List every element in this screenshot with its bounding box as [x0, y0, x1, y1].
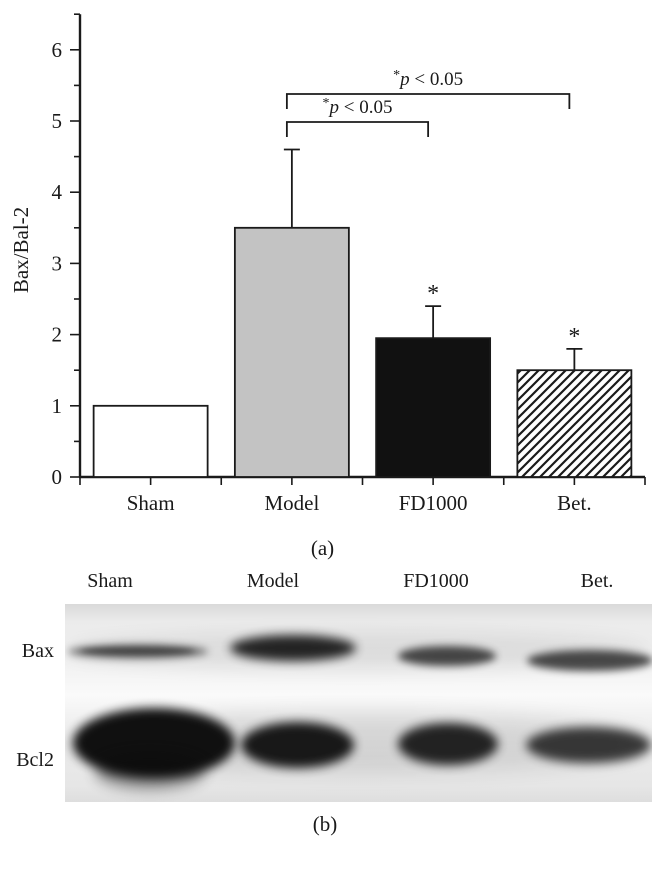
- lane-label-model: Model: [246, 570, 300, 592]
- significance-bracket: [285, 121, 430, 137]
- y-tick-label: 1: [52, 394, 63, 418]
- p-value-label: *p < 0.05: [393, 68, 463, 90]
- p-value-label: *p < 0.05: [323, 96, 393, 118]
- bar-fd1000: [375, 337, 492, 478]
- western-blot-image: [65, 604, 652, 802]
- y-tick-label: 2: [52, 323, 63, 347]
- blot-band-bcl2-bet: [526, 727, 651, 763]
- lane-label-fd1000: FD1000: [403, 570, 469, 592]
- bar-model: [233, 226, 350, 478]
- blot-band-bcl2-model: [241, 722, 354, 768]
- blot-row-label-bcl2: Bcl2: [16, 749, 54, 771]
- blot-band-bax-fd1000: [398, 646, 496, 666]
- blot-row-label-bax: Bax: [21, 640, 54, 662]
- x-category-label: Model: [264, 491, 319, 515]
- lane-label-sham: Sham: [87, 570, 133, 592]
- lane-label-bet: Bet.: [580, 570, 614, 592]
- x-category-label: Sham: [127, 491, 175, 515]
- blot-band-bax-bet: [527, 650, 652, 671]
- significance-star: *: [568, 324, 580, 350]
- panel-a-caption: (a): [310, 536, 335, 560]
- panel-b-caption: (b): [312, 812, 338, 836]
- blot-band-bcl2-sham-tail: [95, 754, 205, 789]
- blot-band-bcl2-fd1000: [398, 723, 498, 765]
- blot-band-bcl2-sham: [73, 708, 235, 778]
- y-tick-label: 5: [52, 109, 63, 133]
- blot-band-bax-model: [230, 635, 356, 661]
- bar-chart-panel-a: 0 1 2 3 4 5 6 Sham Model FD1000 Bet. * * *p < 0.05*p …: [9, 13, 646, 515]
- y-tick-label: 0: [52, 465, 63, 489]
- significance-bracket: [285, 93, 571, 109]
- x-category-label: FD1000: [399, 491, 468, 515]
- significance-star: *: [427, 281, 439, 307]
- y-tick-label: 6: [52, 38, 63, 62]
- y-axis-label: Bax/Bal-2: [9, 207, 33, 293]
- bar-bet: [516, 369, 633, 478]
- bar-sham: [92, 404, 209, 478]
- y-tick-label: 4: [52, 180, 63, 204]
- x-category-label: Bet.: [557, 491, 591, 515]
- blot-band-bax-sham-core: [80, 647, 195, 655]
- y-tick-label: 3: [52, 251, 63, 275]
- blot-band-bax-sham: [68, 644, 208, 659]
